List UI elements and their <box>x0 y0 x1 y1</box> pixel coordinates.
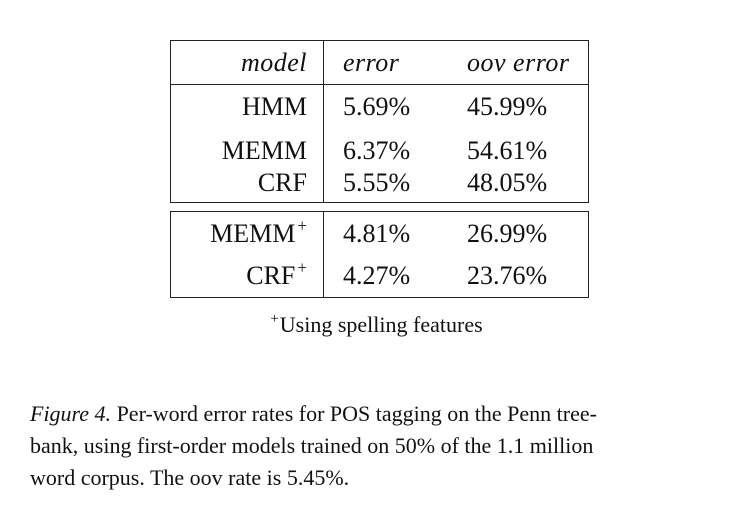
results-table-bottom: MEMM + 4.81% 26.99% CRF + 4.27% 23.76% <box>170 211 589 298</box>
table-row: MEMM 6.37% 54.61% <box>171 129 588 173</box>
table-header-row: model error oov error <box>171 41 588 85</box>
header-oov-error: oov error <box>467 48 570 77</box>
oov-error-value: 26.99% <box>467 219 548 248</box>
error-value: 6.37% <box>343 136 411 165</box>
model-label: MEMM <box>210 219 296 248</box>
caption-text: Per-word error rates for POS tagging on … <box>111 401 597 426</box>
table-row: HMM 5.69% 45.99% <box>171 85 588 129</box>
footnote-marker: + <box>270 311 279 327</box>
column-divider <box>323 212 324 297</box>
table-row: CRF + 4.27% 23.76% <box>171 254 588 298</box>
header-error: error <box>343 48 400 77</box>
figure-caption: Figure 4. Per-word error rates for POS t… <box>30 398 730 494</box>
model-name: CRF + <box>171 254 307 298</box>
footnote-text: Using spelling features <box>279 312 483 337</box>
header-rule <box>171 84 588 85</box>
oov-error-value: 23.76% <box>467 261 548 290</box>
error-value: 5.55% <box>343 168 411 197</box>
spelling-marker: + <box>297 216 307 235</box>
model-label: CRF <box>246 261 296 290</box>
table-row: CRF 5.55% 48.05% <box>171 161 588 205</box>
table-footnote: +Using spelling features <box>0 310 753 340</box>
results-table-top: model error oov error HMM 5.69% 45.99% M… <box>170 40 589 203</box>
model-name: CRF <box>171 161 307 205</box>
error-value: 4.27% <box>343 261 411 290</box>
error-value: 4.81% <box>343 219 411 248</box>
oov-error-value: 54.61% <box>467 136 548 165</box>
model-name: MEMM <box>171 129 307 173</box>
error-value: 5.69% <box>343 92 411 121</box>
column-divider <box>323 41 324 202</box>
caption-line: word corpus. The oov rate is 5.45%. <box>30 465 350 490</box>
model-label: HMM <box>241 92 307 121</box>
caption-line: bank, using first-order models trained o… <box>30 433 594 458</box>
model-label: MEMM <box>221 136 307 165</box>
caption-label: Figure 4. <box>30 401 112 426</box>
spelling-marker: + <box>297 258 307 277</box>
header-model: model <box>240 48 307 77</box>
table-row: MEMM + 4.81% 26.99% <box>171 212 588 256</box>
model-name: HMM <box>171 85 307 129</box>
model-name: MEMM + <box>171 212 307 256</box>
caption-line: Figure 4. Per-word error rates for POS t… <box>30 398 730 430</box>
model-label: CRF <box>257 168 307 197</box>
oov-error-value: 48.05% <box>467 168 548 197</box>
oov-error-value: 45.99% <box>467 92 548 121</box>
